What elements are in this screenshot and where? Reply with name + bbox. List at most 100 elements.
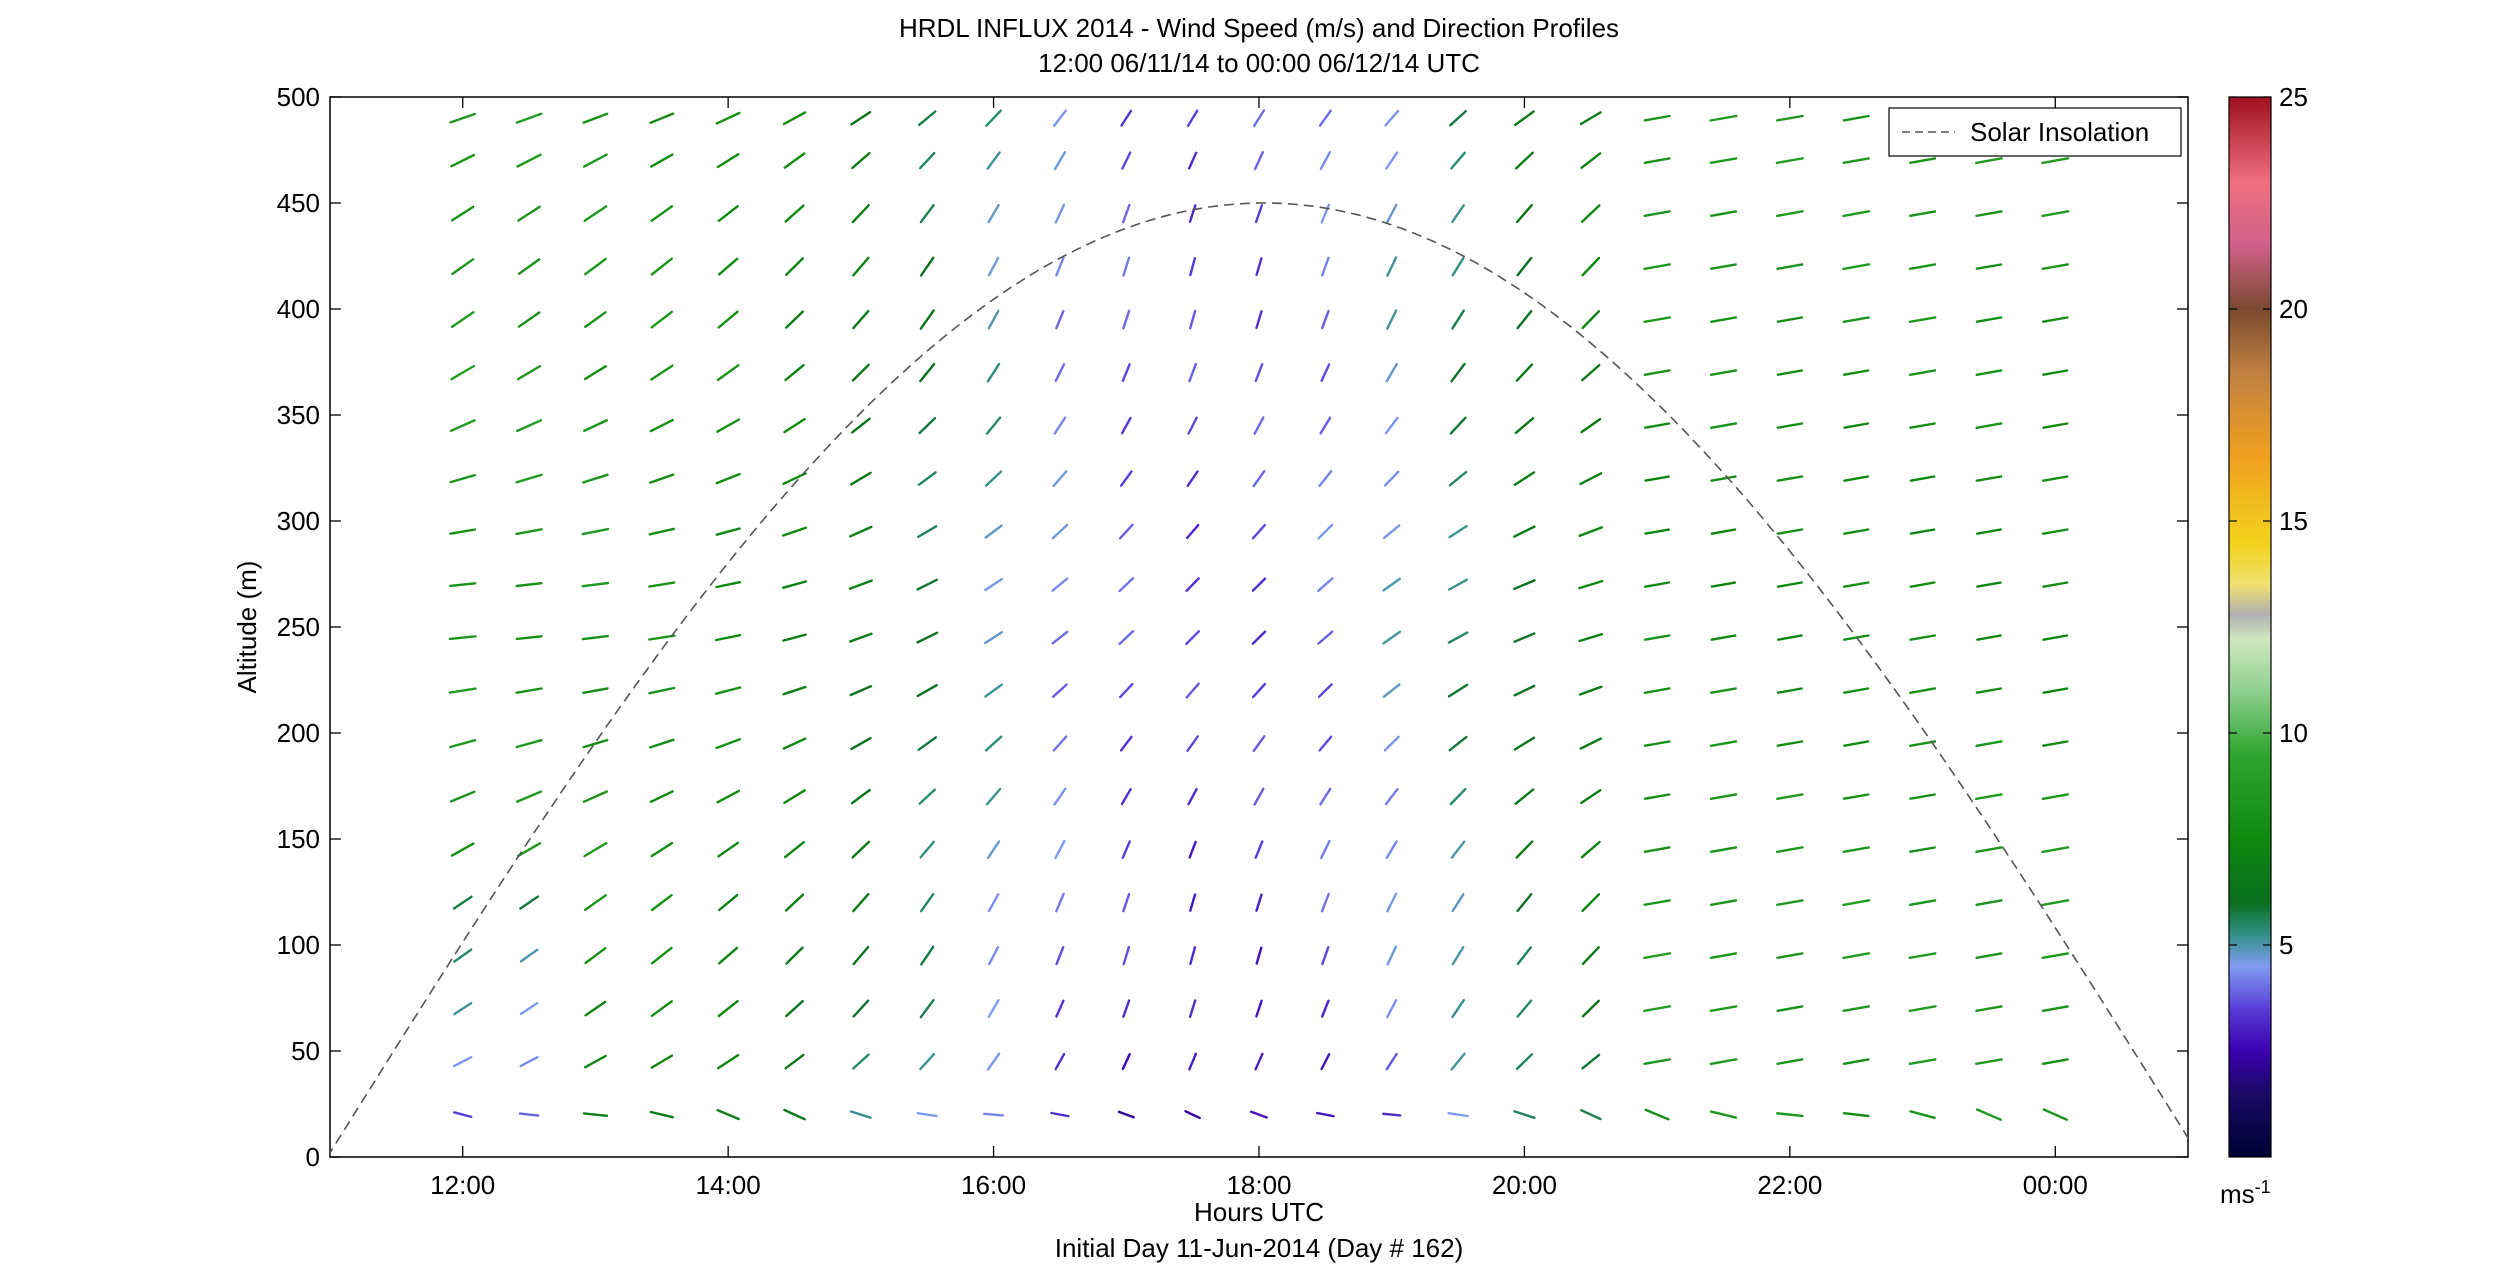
wind-barb xyxy=(1381,1112,1402,1117)
wind-barb xyxy=(2041,528,2069,535)
wind-barb xyxy=(1188,204,1197,223)
wind-barb xyxy=(1251,577,1267,592)
wind-barb xyxy=(516,153,542,168)
colorbar-unit: ms-1 xyxy=(2220,1177,2271,1209)
wind-barb xyxy=(1320,203,1331,224)
wind-barb xyxy=(1447,578,1469,591)
wind-barb xyxy=(1709,740,1738,747)
wind-barb xyxy=(717,205,739,223)
wind-barb xyxy=(1448,524,1468,539)
wind-barb xyxy=(519,1055,539,1068)
wind-barb xyxy=(852,309,870,330)
wind-barb xyxy=(648,527,675,536)
wind-barb xyxy=(1451,893,1465,913)
wind-barb xyxy=(1514,788,1535,805)
wind-barb xyxy=(850,471,872,486)
wind-barb xyxy=(583,894,607,912)
wind-barb xyxy=(1516,946,1533,965)
wind-barb xyxy=(1054,1052,1066,1071)
y-tick-label: 100 xyxy=(277,930,320,960)
colorbar-scale xyxy=(2228,96,2272,1158)
wind-barb xyxy=(919,203,935,224)
wind-barb xyxy=(1051,630,1069,645)
wind-barb xyxy=(1643,846,1671,853)
y-tick-label: 500 xyxy=(277,82,320,112)
wind-barb xyxy=(784,1053,805,1070)
wind-barb xyxy=(1122,309,1131,330)
wind-barb xyxy=(852,1053,870,1070)
wind-barb xyxy=(1975,369,2003,376)
wind-barb xyxy=(1842,899,1871,907)
wind-barb xyxy=(1320,309,1330,330)
wind-barb xyxy=(515,473,543,484)
wind-barb xyxy=(449,582,477,588)
wind-barb xyxy=(1516,256,1533,277)
wind-barb xyxy=(1320,999,1330,1018)
wind-barb xyxy=(1118,577,1135,593)
wind-barb xyxy=(2042,740,2069,747)
wind-barb xyxy=(1055,892,1065,913)
wind-barb xyxy=(1843,475,1870,482)
wind-barb xyxy=(984,524,1003,539)
wind-barb xyxy=(1643,316,1672,323)
wind-barb xyxy=(582,153,608,168)
wind-barb xyxy=(1051,523,1069,540)
wind-barb xyxy=(987,999,1000,1019)
wind-barb xyxy=(1386,892,1398,913)
wind-barb xyxy=(1975,1005,2003,1012)
wind-barb xyxy=(785,946,804,965)
wind-barb xyxy=(1909,422,1936,429)
wind-barb xyxy=(1643,422,1671,429)
wind-barb xyxy=(1385,1052,1398,1071)
wind-barb xyxy=(582,1112,609,1118)
wind-barb xyxy=(1975,422,2003,429)
wind-barb xyxy=(783,1108,806,1121)
wind-barb xyxy=(1252,735,1266,753)
wind-barb xyxy=(1581,999,1600,1018)
wind-barb xyxy=(919,256,935,277)
wind-barb xyxy=(986,151,1001,170)
wind-barb xyxy=(1776,634,1803,641)
wind-barb xyxy=(715,738,741,750)
wind-barb xyxy=(1975,475,2003,482)
wind-barb xyxy=(1976,581,2002,588)
wind-barb xyxy=(716,152,740,169)
x-tick-label: 14:00 xyxy=(696,1170,761,1200)
wind-barb xyxy=(1643,740,1671,747)
wind-barb xyxy=(784,204,805,223)
wind-barb xyxy=(1318,109,1332,127)
wind-barb xyxy=(451,205,475,222)
wind-barb xyxy=(852,945,870,966)
wind-barb xyxy=(1450,840,1466,859)
wind-barb xyxy=(1776,528,1804,535)
wind-barb xyxy=(2042,422,2069,429)
wind-barb xyxy=(1189,257,1197,277)
colorbar-tick-label: 15 xyxy=(2279,506,2308,536)
wind-barb xyxy=(1319,787,1332,806)
wind-barb xyxy=(1382,524,1401,539)
wind-barb xyxy=(1643,369,1671,376)
wind-barb xyxy=(919,1052,936,1071)
wind-barb xyxy=(1710,687,1737,694)
wind-barb xyxy=(1320,256,1330,277)
wind-barb xyxy=(1643,899,1671,906)
wind-barb xyxy=(1578,579,1604,590)
legend-box xyxy=(1888,107,2182,157)
wind-barb xyxy=(717,841,739,858)
wind-barb xyxy=(716,789,741,804)
wind-barb xyxy=(1516,999,1533,1018)
wind-barb xyxy=(1581,946,1600,966)
wind-barb xyxy=(783,417,806,434)
wind-barb xyxy=(648,686,676,695)
wind-barb xyxy=(449,739,477,749)
wind-barb xyxy=(1776,793,1804,800)
wind-barb xyxy=(849,632,873,643)
x-tick-label: 22:00 xyxy=(1757,1170,1822,1200)
wind-barb xyxy=(1842,1005,1871,1012)
wind-barb xyxy=(1776,422,1804,429)
wind-barb xyxy=(1580,789,1602,805)
wind-barb xyxy=(717,1000,739,1018)
y-tick-label: 200 xyxy=(277,718,320,748)
wind-barb xyxy=(1909,475,1936,482)
wind-barb xyxy=(1843,422,1870,429)
